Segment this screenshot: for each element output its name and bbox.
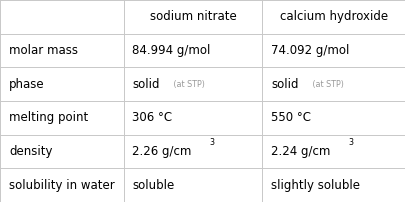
Text: phase: phase xyxy=(9,78,45,91)
Text: melting point: melting point xyxy=(9,111,88,124)
Text: sodium nitrate: sodium nitrate xyxy=(149,10,237,23)
Text: solid: solid xyxy=(132,78,160,91)
Text: (at STP): (at STP) xyxy=(310,80,344,89)
Text: 306 °C: 306 °C xyxy=(132,111,173,124)
Text: 550 °C: 550 °C xyxy=(271,111,311,124)
Text: slightly soluble: slightly soluble xyxy=(271,179,360,192)
Text: soluble: soluble xyxy=(132,179,175,192)
Text: 74.092 g/mol: 74.092 g/mol xyxy=(271,44,350,57)
Text: 2.26 g/cm: 2.26 g/cm xyxy=(132,145,192,158)
Text: density: density xyxy=(9,145,52,158)
Text: (at STP): (at STP) xyxy=(171,80,205,89)
Text: solid: solid xyxy=(271,78,299,91)
Text: 3: 3 xyxy=(210,138,215,147)
Text: solubility in water: solubility in water xyxy=(9,179,115,192)
Text: 2.24 g/cm: 2.24 g/cm xyxy=(271,145,331,158)
Text: calcium hydroxide: calcium hydroxide xyxy=(280,10,388,23)
Text: molar mass: molar mass xyxy=(9,44,78,57)
Text: 84.994 g/mol: 84.994 g/mol xyxy=(132,44,211,57)
Text: 3: 3 xyxy=(349,138,354,147)
